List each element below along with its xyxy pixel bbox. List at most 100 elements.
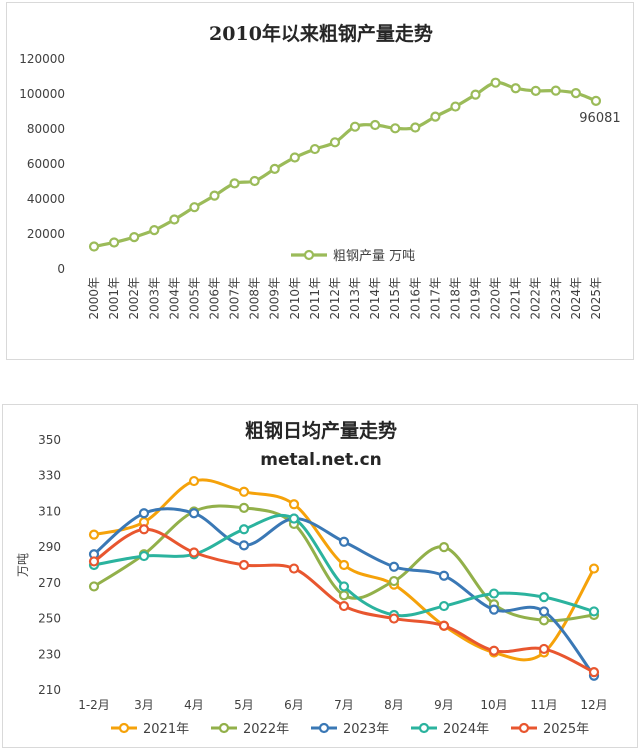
data-point <box>138 508 150 519</box>
x-tick-label: 2002年 <box>127 277 141 320</box>
data-point <box>370 119 381 131</box>
legend-marker <box>318 722 330 734</box>
y-tick-label: 210 <box>38 683 61 697</box>
x-tick-label: 2021年 <box>509 277 523 320</box>
data-point <box>129 232 140 243</box>
data-point <box>189 202 200 213</box>
legend-marker <box>418 722 430 734</box>
data-point <box>570 88 581 99</box>
data-point <box>438 542 450 553</box>
y-tick-label: 20000 <box>27 227 65 241</box>
data-point <box>109 237 120 248</box>
x-tick-label: 2020年 <box>489 277 503 320</box>
x-tick-label: 2015年 <box>388 277 402 320</box>
data-point <box>430 111 441 122</box>
data-point <box>188 475 200 487</box>
data-point <box>338 536 350 547</box>
data-point <box>188 547 200 558</box>
x-tick-label: 2013年 <box>348 277 362 320</box>
x-tick-label: 11月 <box>530 698 557 712</box>
x-tick-label: 6月 <box>284 698 304 712</box>
y-tick-label: 80000 <box>27 122 65 136</box>
data-point <box>288 513 300 524</box>
data-point <box>329 137 341 148</box>
y-tick-label: 60000 <box>27 157 65 171</box>
data-point <box>238 559 250 571</box>
data-point <box>490 77 501 88</box>
x-tick-label: 2008年 <box>248 277 262 320</box>
data-point <box>388 561 400 572</box>
x-tick-label: 2017年 <box>428 277 442 320</box>
legend-label: 2024年 <box>443 722 489 737</box>
data-point <box>538 592 550 603</box>
data-point <box>249 175 260 187</box>
data-point <box>238 540 250 551</box>
y-tick-label: 350 <box>38 433 61 447</box>
series-line-2025年 <box>92 527 596 674</box>
y-tick-label: 310 <box>38 504 61 518</box>
x-tick-label: 2014年 <box>368 277 382 320</box>
data-point <box>238 502 250 513</box>
data-point <box>588 563 600 574</box>
x-tick-label: 5月 <box>234 698 254 712</box>
x-tick-label: 2001年 <box>107 277 121 320</box>
y-axis-label: 万吨 <box>16 553 30 577</box>
annual-output-chart: 2010年以来粗钢产量走势 0 20000 40000 60000 80000 100000… <box>19 22 620 320</box>
x-tick-label: 2016年 <box>408 277 422 320</box>
annual-output-chart-panel: 2010年以来粗钢产量走势 0 20000 40000 60000 80000 100000… <box>6 2 634 360</box>
y-tick-label: 40000 <box>27 192 65 206</box>
data-point <box>538 615 550 626</box>
x-tick-label: 12月 <box>580 698 607 712</box>
data-point <box>470 89 481 100</box>
data-point <box>538 606 550 617</box>
chart-subtitle: metal.net.cn <box>260 450 382 470</box>
legend-label: 2021年 <box>143 722 189 737</box>
data-point <box>588 667 600 678</box>
x-tick-label: 2011年 <box>308 277 322 320</box>
legend-marker-output <box>303 249 315 261</box>
data-point <box>338 590 350 601</box>
y-tick-label: 0 <box>57 262 65 276</box>
data-point <box>238 524 250 535</box>
data-point <box>88 529 100 540</box>
x-tick-label: 7月 <box>334 698 354 712</box>
data-point <box>388 613 400 624</box>
data-point <box>289 152 300 163</box>
daily-output-chart-panel: 粗钢日均产量走势 metal.net.cn 210 230 250 270 290 310 33… <box>2 404 638 748</box>
data-point <box>188 508 200 519</box>
x-tick-label: 2023年 <box>549 277 563 320</box>
data-point <box>550 85 561 96</box>
legend-marker <box>518 722 530 734</box>
legend-marker <box>118 722 130 734</box>
data-point <box>338 559 350 571</box>
y-tick-label: 270 <box>38 576 61 590</box>
data-point <box>88 581 100 592</box>
x-tick-label: 2005年 <box>187 277 201 320</box>
data-point <box>238 486 250 497</box>
x-tick-label: 2012年 <box>328 277 342 320</box>
legend-label-output: 粗钢产量 万吨 <box>333 249 415 264</box>
data-point <box>229 178 240 189</box>
x-tick-label: 1-2月 <box>78 698 110 712</box>
data-point <box>488 645 500 656</box>
legend-label: 2022年 <box>243 722 289 737</box>
daily-output-chart: 粗钢日均产量走势 metal.net.cn 210 230 250 270 290 310 33… <box>16 419 608 737</box>
x-tick-label: 2025年 <box>589 277 603 320</box>
x-tick-label: 2024年 <box>569 277 583 320</box>
data-point <box>88 241 100 252</box>
x-tick-label: 8月 <box>384 698 404 712</box>
data-point <box>438 620 450 631</box>
chart-title: 粗钢日均产量走势 <box>245 419 397 442</box>
y-tick-label: 330 <box>38 469 61 483</box>
data-point <box>349 121 361 132</box>
data-point <box>309 143 320 155</box>
data-point <box>438 570 450 581</box>
y-tick-label: 290 <box>38 540 61 554</box>
x-tick-label: 3月 <box>134 698 154 712</box>
x-tick-label: 2009年 <box>268 277 282 320</box>
data-point <box>410 122 421 133</box>
legend-marker <box>218 722 230 734</box>
x-tick-label: 2019年 <box>469 277 483 320</box>
x-tick-label: 2007年 <box>228 277 242 320</box>
data-point <box>390 123 401 134</box>
